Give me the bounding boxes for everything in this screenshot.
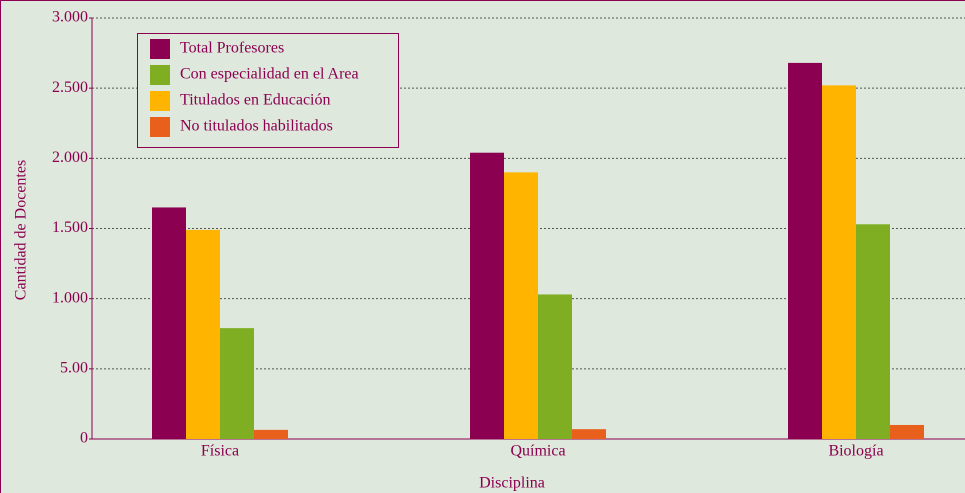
legend-swatch <box>150 91 170 111</box>
legend-swatch <box>150 39 170 59</box>
x-tick-label: Biología <box>828 443 883 460</box>
legend-label: Con especialidad en el Area <box>180 66 359 83</box>
legend-label: Total Profesores <box>180 40 284 57</box>
legend-box <box>137 33 399 148</box>
bar <box>822 85 856 440</box>
legend-swatch <box>150 65 170 85</box>
bar <box>572 429 606 439</box>
x-tick-label: Química <box>510 443 565 460</box>
y-tick-label: 1.000 <box>52 289 88 306</box>
bar <box>788 62 822 439</box>
y-tick-label: 2.000 <box>52 149 88 166</box>
bar <box>890 424 924 439</box>
legend-label: No titulados habilitados <box>180 118 333 135</box>
bar <box>470 152 504 439</box>
legend-label: Titulados en Educación <box>180 92 331 109</box>
x-tick-label: Física <box>201 443 239 460</box>
y-tick-label: 3.000 <box>52 9 88 26</box>
bar <box>538 294 572 439</box>
legend-swatch <box>150 117 170 137</box>
y-axis-label: Cantidad de Docentes <box>13 160 30 300</box>
y-tick-label: 0 <box>80 430 88 447</box>
x-axis-label: Disciplina <box>479 475 545 492</box>
y-tick-label: 5.00 <box>60 360 88 377</box>
bar <box>254 429 288 439</box>
bar <box>152 207 186 439</box>
bar <box>856 224 890 439</box>
y-tick-label: 1.500 <box>52 219 88 236</box>
bar <box>186 229 220 439</box>
y-tick-label: 2.500 <box>52 79 88 96</box>
bar <box>220 328 254 439</box>
bar <box>504 172 538 439</box>
